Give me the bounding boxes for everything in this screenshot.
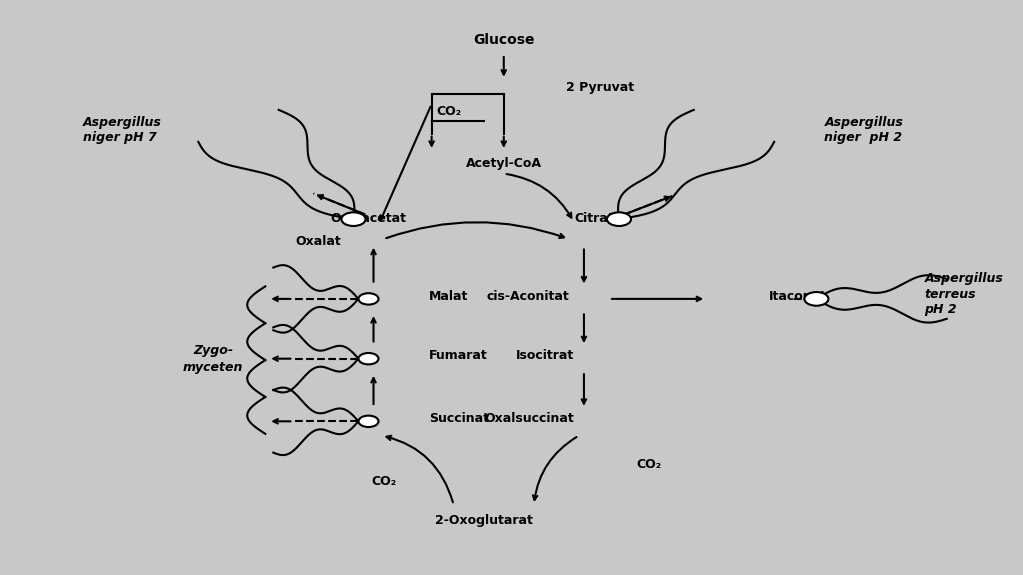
Text: Fumarat: Fumarat [429,350,487,362]
Text: Succinat: Succinat [429,412,489,425]
Text: Itaconat: Itaconat [769,290,828,302]
Text: terreus: terreus [925,288,976,301]
Text: cis-Aconitat: cis-Aconitat [486,290,569,302]
Text: pH 2: pH 2 [925,303,958,316]
Text: 2-Oxoglutarat: 2-Oxoglutarat [435,515,533,527]
Text: CO₂: CO₂ [371,474,396,488]
Text: Oxalat: Oxalat [296,235,342,248]
Text: Aspergillus: Aspergillus [83,116,162,129]
Circle shape [358,353,379,365]
Text: Malat: Malat [429,290,468,302]
Text: Zygo-: Zygo- [193,344,233,356]
Circle shape [342,212,365,226]
Circle shape [358,416,379,427]
Text: Oxalsuccinat: Oxalsuccinat [484,412,574,425]
Text: CO₂: CO₂ [437,105,461,118]
Circle shape [358,293,379,305]
Text: Aspergillus: Aspergillus [825,116,903,129]
Circle shape [804,292,829,306]
Text: Acetyl-CoA: Acetyl-CoA [465,157,542,170]
Text: myceten: myceten [183,361,243,374]
Circle shape [607,212,631,226]
Text: Citrat: Citrat [574,212,614,224]
Text: Aspergillus: Aspergillus [925,273,1004,285]
Text: Isocitrat: Isocitrat [516,350,574,362]
Text: Oxalacetat: Oxalacetat [330,212,406,224]
Text: niger  pH 2: niger pH 2 [825,131,902,144]
Text: Glucose: Glucose [473,33,535,47]
Text: niger pH 7: niger pH 7 [83,131,157,144]
Text: CO₂: CO₂ [636,458,662,470]
Text: 2 Pyruvat: 2 Pyruvat [566,81,634,94]
